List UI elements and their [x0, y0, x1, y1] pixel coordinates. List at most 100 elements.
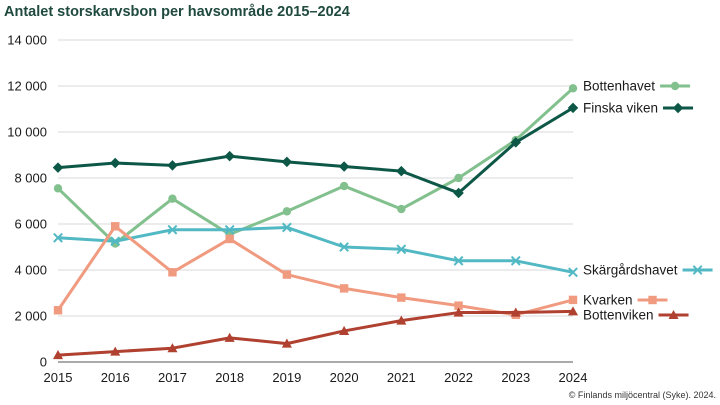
data-point	[568, 295, 578, 305]
x-tick-label: 2023	[501, 370, 530, 385]
data-point	[110, 236, 121, 247]
data-point	[168, 194, 177, 203]
data-point	[168, 268, 177, 277]
y-tick-label: 10 000	[7, 125, 47, 140]
x-tick-label: 2017	[158, 370, 187, 385]
series-line	[56, 87, 575, 246]
data-point	[454, 301, 463, 310]
gridlines	[58, 39, 573, 363]
legend-label: Bottenviken	[583, 308, 654, 323]
series-group	[52, 84, 579, 360]
x-tick-label: 2022	[444, 370, 473, 385]
y-tick-label: 14 000	[7, 33, 47, 48]
x-marker-stroke	[568, 267, 578, 278]
legend-label: Finska viken	[583, 101, 658, 116]
x-marker-stroke	[224, 224, 235, 235]
data-point	[224, 150, 235, 162]
x-marker-stroke	[110, 236, 121, 247]
data-point	[396, 165, 407, 177]
legend-item: Bottenviken	[583, 308, 689, 323]
legend-item: Kvarken	[583, 293, 668, 308]
data-point	[281, 156, 293, 168]
series-bottenhavet	[53, 84, 578, 248]
series-sk-rg-rdshavet	[53, 222, 578, 278]
legend-swatch-marker	[648, 295, 657, 305]
legend-swatch-marker	[668, 309, 679, 320]
data-point	[339, 242, 350, 252]
x-tick-label: 2018	[215, 370, 244, 385]
x-tick-label: 2019	[272, 370, 301, 385]
data-point	[111, 222, 120, 231]
data-point	[510, 137, 522, 148]
x-marker-stroke	[281, 222, 292, 233]
data-point	[167, 160, 178, 171]
data-point	[53, 306, 63, 315]
y-tick-label: 6 000	[14, 217, 47, 232]
data-point	[52, 162, 64, 173]
legend-label: Bottenhavet	[583, 79, 655, 94]
y-tick-label: 2 000	[14, 309, 47, 324]
y-tick-label: 4 000	[14, 263, 47, 278]
data-point	[224, 224, 235, 235]
data-point	[453, 255, 464, 266]
data-point	[224, 332, 235, 342]
data-point	[110, 346, 121, 356]
data-point	[282, 270, 292, 279]
data-point	[339, 325, 350, 335]
x-tick-label: 2016	[101, 370, 130, 385]
series-line	[57, 225, 574, 274]
x-marker-stroke	[396, 244, 407, 255]
data-point	[52, 350, 64, 360]
data-point	[281, 338, 292, 348]
x-tick-label: 2021	[387, 370, 416, 385]
data-point	[53, 184, 63, 193]
y-tick-label: 12 000	[7, 79, 47, 94]
data-point	[167, 224, 178, 235]
x-marker-stroke	[339, 242, 350, 252]
legend-item: Skärgårdshavet	[583, 263, 713, 278]
x-tick-label: 2024	[559, 370, 588, 385]
x-marker-stroke	[692, 265, 703, 275]
data-point	[567, 102, 579, 114]
series-line	[57, 309, 574, 357]
legend-label: Skärgårdshavet	[583, 263, 678, 278]
y-axis-ticks: 0 2 000 4 000 6 000 8 000 10 000 12 000 14 000	[7, 33, 47, 370]
data-point	[396, 244, 407, 255]
legend: Bottenhavet Finska viken Skärgårdshavet Kva…	[583, 79, 713, 323]
data-point	[454, 173, 463, 183]
x-marker-stroke	[167, 224, 178, 235]
x-axis-ticks: 2015 2016 2017 2018 2019 2020 2021 2022 2023 2024	[44, 370, 588, 385]
legend-swatch-marker	[670, 81, 680, 91]
data-point	[510, 307, 521, 317]
y-tick-label: 0	[40, 355, 47, 370]
data-point	[225, 234, 234, 244]
data-point	[396, 315, 407, 325]
data-point	[453, 187, 464, 199]
chart-title: Antalet storskarvsbon per havsområde 201…	[4, 4, 350, 20]
legend-label: Kvarken	[583, 293, 633, 308]
legend-swatch-marker	[672, 102, 684, 114]
source-note: © Finlands miljöcentral (Syke). 2024.	[569, 390, 716, 400]
x-marker-stroke	[453, 255, 464, 266]
x-marker-stroke	[510, 255, 521, 266]
data-point	[53, 232, 63, 243]
y-tick-label: 8 000	[14, 171, 47, 186]
x-tick-label: 2015	[44, 370, 73, 385]
legend-swatch-marker	[692, 265, 703, 275]
data-point	[339, 284, 349, 293]
series-line	[57, 106, 574, 195]
x-marker-stroke	[53, 232, 63, 243]
data-point	[109, 157, 121, 169]
data-point	[567, 306, 579, 316]
data-point	[453, 307, 464, 317]
series-line	[56, 224, 574, 317]
series-bottenviken	[52, 306, 579, 360]
legend-item: Bottenhavet	[583, 79, 691, 94]
data-point	[339, 181, 349, 191]
x-tick-label: 2020	[330, 370, 359, 385]
data-point	[510, 255, 521, 266]
data-point	[167, 343, 178, 353]
data-point	[282, 207, 292, 216]
data-point	[281, 222, 292, 233]
